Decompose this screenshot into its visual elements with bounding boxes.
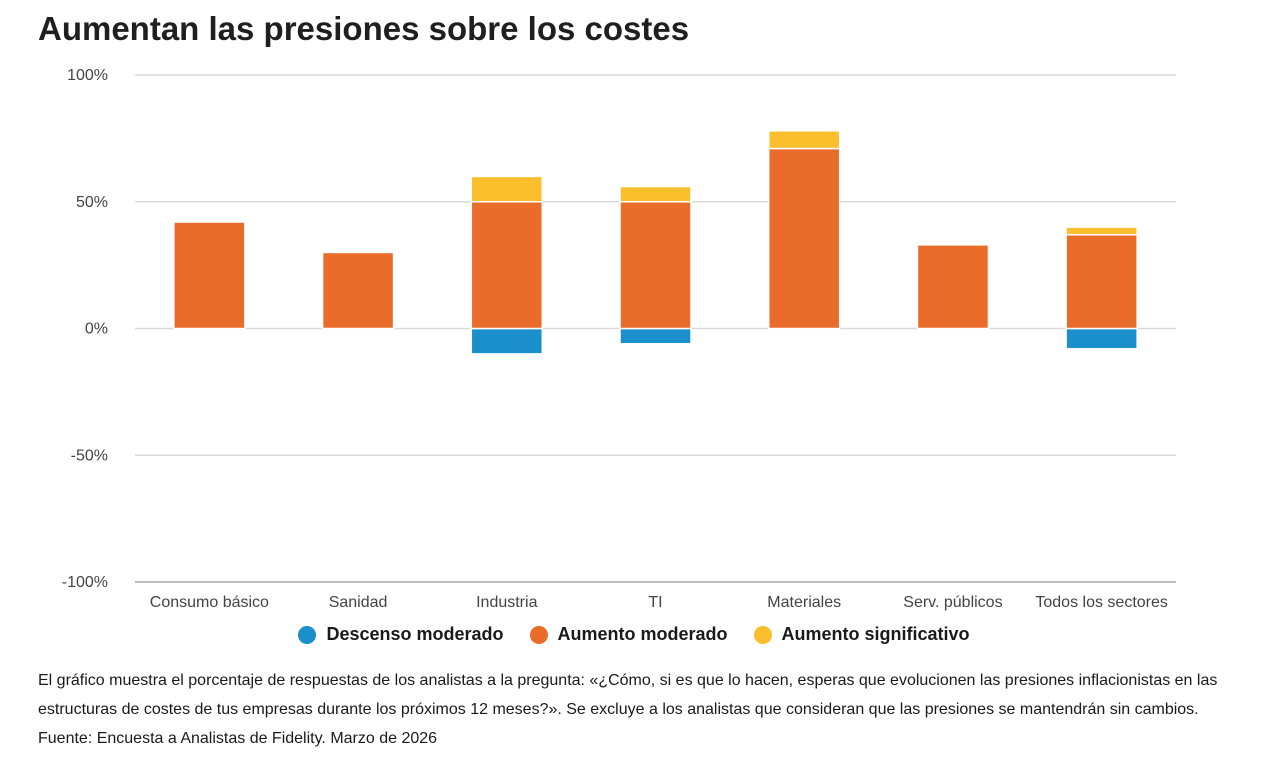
- bar-descenso: [470, 327, 544, 355]
- chart-footnote: El gráfico muestra el porcentaje de resp…: [38, 672, 1218, 747]
- bar-aumento-moderado: [916, 244, 990, 330]
- bar-aumento-moderado: [619, 201, 692, 330]
- x-tick-label: Materiales: [767, 594, 841, 611]
- legend-swatch-aumento-moderado: [529, 625, 548, 644]
- bar-aumento-significativo: [767, 130, 841, 150]
- y-tick-label: -50%: [71, 447, 108, 464]
- x-tick-label: Sanidad: [329, 594, 388, 611]
- legend-label-aumento-significativo: Aumento significativo: [781, 624, 970, 644]
- bar-descenso: [1065, 327, 1138, 350]
- bar-aumento-moderado: [321, 251, 395, 330]
- bar-aumento-significativo: [1065, 226, 1138, 236]
- bar-aumento-moderado: [470, 201, 544, 330]
- y-tick-label: 0%: [85, 321, 108, 338]
- legend-item-aumento-moderado: Aumento moderado: [529, 624, 728, 645]
- chart-title: Aumentan las presiones sobre los costes: [38, 10, 690, 47]
- bar-descenso: [619, 327, 692, 345]
- legend-label-aumento-moderado: Aumento moderado: [557, 624, 728, 644]
- bar-aumento-moderado: [173, 221, 246, 330]
- x-tick-label: Industria: [476, 594, 537, 611]
- bar-aumento-moderado: [1065, 233, 1138, 330]
- bar-aumento-significativo: [470, 175, 544, 203]
- x-tick-label: TI: [648, 594, 662, 611]
- legend-item-aumento-significativo: Aumento significativo: [753, 624, 970, 645]
- bar-aumento-moderado: [767, 147, 841, 330]
- legend-swatch-descenso: [298, 625, 317, 644]
- x-tick-label: Serv. públicos: [903, 594, 1002, 611]
- y-tick-label: 100%: [67, 67, 108, 84]
- x-tick-label: Consumo básico: [150, 594, 269, 611]
- legend-swatch-aumento-significativo: [753, 625, 772, 644]
- legend: Descenso moderado Aumento moderado Aumen…: [0, 624, 1268, 645]
- legend-label-descenso: Descenso moderado: [326, 624, 504, 644]
- y-tick-label: -100%: [62, 574, 108, 591]
- legend-item-descenso: Descenso moderado: [298, 624, 504, 645]
- bar-aumento-significativo: [619, 185, 692, 203]
- y-tick-label: 50%: [76, 194, 108, 211]
- x-tick-label: Todos los sectores: [1035, 594, 1168, 611]
